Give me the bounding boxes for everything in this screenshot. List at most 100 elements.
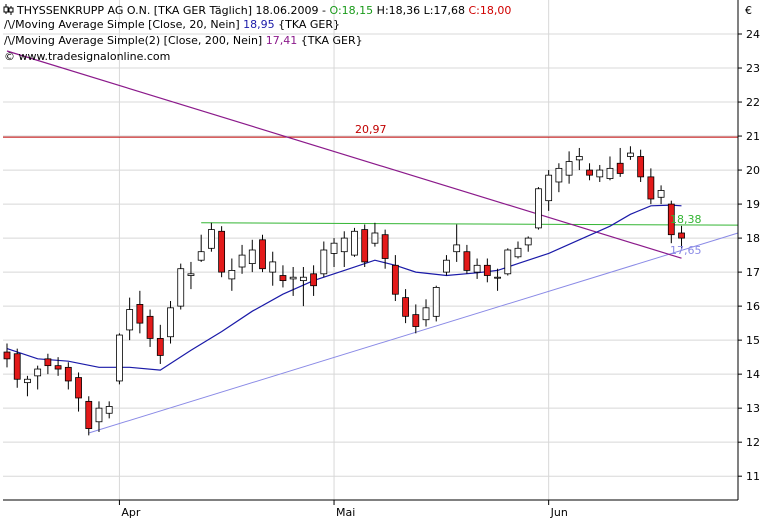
green_level-line[interactable] [201, 222, 739, 226]
candle [54, 357, 62, 376]
y-tick-label: 19 [746, 198, 760, 211]
candle [463, 244, 471, 274]
candle-body [269, 261, 277, 273]
candle-body [85, 400, 93, 429]
green-level-label: 18,38 [670, 213, 702, 226]
candle-body [432, 287, 440, 317]
candle [299, 267, 307, 307]
candle [657, 185, 665, 205]
candle-body [627, 152, 634, 157]
candle [289, 267, 297, 296]
candle [535, 187, 542, 230]
candle-body [340, 237, 348, 253]
candle-body [95, 407, 103, 423]
y-tick-label: 16 [746, 300, 760, 313]
candle-body [443, 259, 450, 273]
candle [678, 225, 685, 249]
plot-area [3, 0, 738, 500]
candle [279, 265, 287, 288]
candle-body [473, 264, 481, 273]
candle [565, 151, 573, 184]
candle-body [678, 232, 685, 239]
candle-body [259, 239, 266, 270]
ma200-legend: /\/Moving Average Simple(2) [Close, 200,… [4, 34, 363, 47]
candle [545, 170, 553, 211]
candle-body [54, 365, 62, 370]
candle-body [310, 273, 318, 287]
ma200-line [6, 50, 682, 259]
candle-body [555, 167, 563, 183]
y-tick-label: 20 [746, 164, 760, 177]
candle-body [116, 334, 123, 382]
candle-body [657, 190, 665, 198]
candle [483, 258, 491, 283]
candle-body [361, 229, 369, 263]
candle-body [351, 230, 358, 256]
y-tick-label: 12 [746, 436, 760, 449]
candle [391, 255, 399, 302]
candle-body [524, 237, 532, 246]
candle [136, 290, 144, 334]
support-line[interactable] [88, 232, 739, 434]
candle [586, 163, 593, 181]
candle-body [34, 368, 42, 377]
candle-body [177, 268, 185, 307]
candle-body [320, 249, 328, 275]
candle [75, 372, 82, 412]
candle-body [606, 167, 614, 179]
candle [524, 236, 532, 252]
candle [269, 251, 277, 286]
y-tick-label: 17 [746, 266, 760, 279]
currency-label: € [745, 4, 752, 17]
candle-body [391, 264, 399, 295]
candle-body [586, 169, 593, 176]
candle [473, 258, 481, 279]
candle [555, 163, 563, 193]
y-tick-label: 23 [746, 62, 760, 75]
candle [494, 268, 501, 291]
candle [156, 324, 164, 364]
y-tick-label: 11 [746, 470, 760, 483]
candle [13, 348, 21, 388]
candle-body [637, 156, 645, 178]
candle-body [453, 244, 461, 253]
candle [197, 234, 205, 262]
candle [432, 285, 440, 322]
candle-body [13, 353, 21, 380]
candle-body [197, 251, 205, 261]
candle [167, 301, 174, 344]
candle [228, 258, 236, 291]
candle [105, 401, 113, 419]
y-tick-label: 13 [746, 402, 760, 415]
wave-icon: /\/ [4, 34, 15, 47]
candle [402, 289, 409, 324]
candle-body [545, 174, 553, 202]
candle [238, 244, 246, 274]
drawn-lines[interactable] [3, 136, 739, 434]
candle-body [228, 270, 236, 280]
candle-body [616, 162, 624, 174]
candle-body [504, 249, 512, 275]
candle [616, 147, 624, 177]
candle-body [330, 242, 338, 254]
candle-body [75, 377, 82, 399]
candle-body [381, 234, 389, 259]
candles [3, 146, 685, 436]
candle [667, 200, 675, 244]
candle-body [126, 309, 134, 331]
candle-body [248, 249, 256, 265]
copyright-text: © www.tradesignalonline.com [4, 50, 170, 63]
candle [596, 164, 604, 182]
wave-icon: /\/ [4, 18, 15, 31]
candle [606, 156, 614, 181]
candle [146, 309, 154, 347]
y-tick-label: 18 [746, 232, 760, 245]
candle-body [575, 156, 583, 161]
candle [443, 255, 450, 276]
candle-legend-icon [3, 4, 14, 15]
candle [187, 261, 195, 290]
candle [3, 343, 11, 368]
candle-body [371, 232, 379, 244]
